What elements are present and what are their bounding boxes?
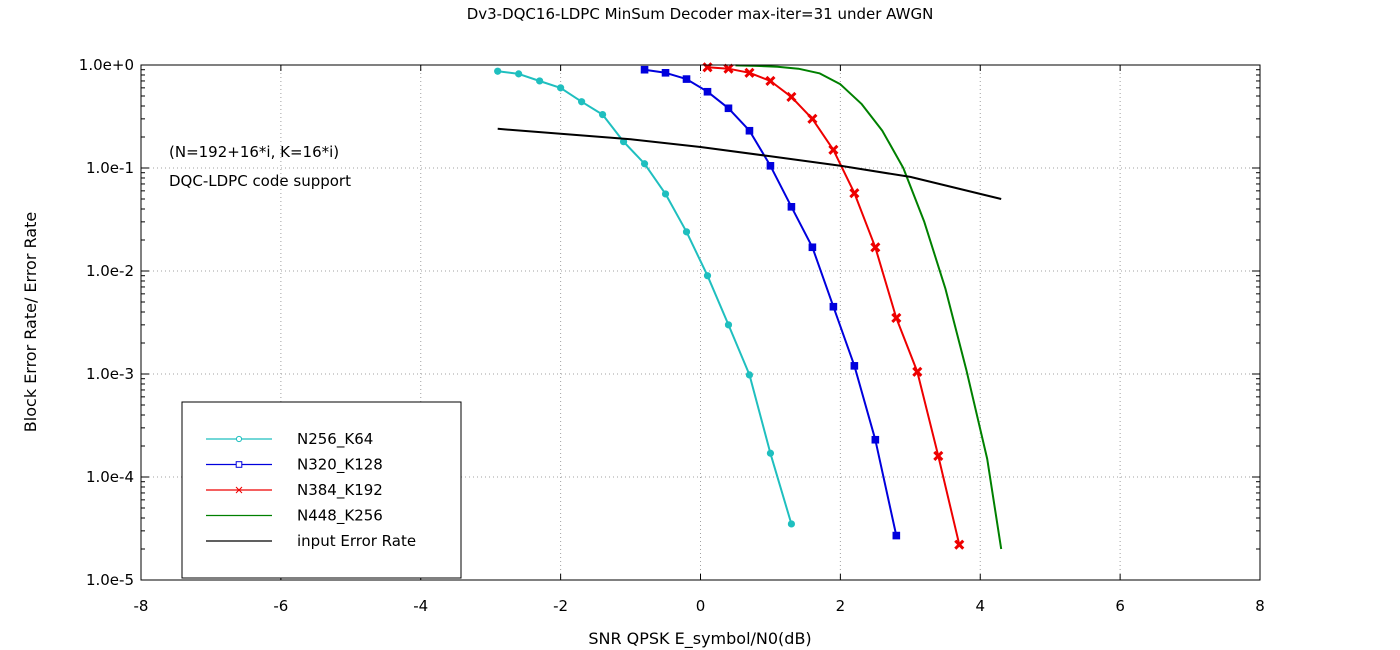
y-tick-label: 1.0e-5 bbox=[86, 571, 134, 589]
x-tick-label: 4 bbox=[975, 597, 985, 615]
point-n256-k64 bbox=[640, 160, 649, 168]
point-n384-k192 bbox=[912, 366, 923, 377]
x-tick-label: -4 bbox=[413, 597, 428, 615]
point-n256-k64 bbox=[787, 520, 796, 528]
legend-label-n320-k128: N320_K128 bbox=[297, 456, 383, 475]
point-n384-k192 bbox=[786, 91, 797, 102]
series-line-n320-k128 bbox=[644, 68, 898, 536]
point-n384-k192 bbox=[723, 63, 734, 74]
chart-title: Dv3-DQC16-LDPC MinSum Decoder max-iter=3… bbox=[467, 5, 934, 23]
x-tick-label: 8 bbox=[1255, 597, 1265, 615]
legend-label-n256-k64: N256_K64 bbox=[297, 430, 373, 449]
series-n384-k192 bbox=[702, 62, 965, 550]
y-tick-label: 1.0e-2 bbox=[86, 262, 134, 280]
point-n320-k128 bbox=[892, 531, 901, 540]
annotation-code-support: DQC-LDPC code support bbox=[169, 172, 351, 190]
point-n320-k128 bbox=[745, 126, 754, 135]
y-tick-label: 1.0e-3 bbox=[86, 365, 134, 383]
point-n320-k128 bbox=[871, 435, 880, 444]
point-n384-k192 bbox=[849, 188, 860, 199]
ticks: -8 -6 -4 -2 0 2 4 6 8 1.0e+0 1.0e-1 1.0e-2 1.0e-3 1.0… bbox=[79, 56, 1265, 615]
point-n256-k64 bbox=[661, 190, 670, 198]
point-n256-k64 bbox=[494, 67, 502, 75]
series-n448-k256 bbox=[735, 64, 1003, 550]
point-n384-k192 bbox=[870, 242, 881, 253]
y-tick-label: 1.0e+0 bbox=[79, 56, 134, 74]
series-line-n448-k256 bbox=[735, 64, 1003, 550]
legend-label-input-error-rate: input Error Rate bbox=[297, 532, 416, 550]
point-n384-k192 bbox=[933, 450, 944, 462]
series-line-n256-k64 bbox=[497, 70, 793, 525]
x-tick-label: 2 bbox=[836, 597, 846, 615]
x-tick-label: -2 bbox=[553, 597, 568, 615]
point-n384-k192 bbox=[765, 75, 776, 87]
series-input-error-rate bbox=[497, 127, 1002, 200]
point-n320-k128 bbox=[850, 362, 859, 370]
point-n384-k192 bbox=[807, 113, 818, 124]
point-n256-k64 bbox=[682, 228, 691, 236]
point-n256-k64 bbox=[515, 70, 523, 78]
x-tick-label: 6 bbox=[1115, 597, 1125, 615]
point-n320-k128 bbox=[766, 162, 775, 170]
x-tick-label: 0 bbox=[696, 597, 706, 615]
legend-marker-n320-k128 bbox=[235, 461, 243, 468]
legend-label-n384-k192: N384_K192 bbox=[297, 481, 383, 500]
point-n320-k128 bbox=[808, 243, 817, 252]
series-n256-k64 bbox=[494, 67, 796, 528]
x-tick-label: -8 bbox=[134, 597, 149, 615]
point-n320-k128 bbox=[724, 104, 733, 113]
point-n384-k192 bbox=[828, 144, 839, 155]
point-n256-k64 bbox=[745, 371, 754, 379]
point-n256-k64 bbox=[619, 138, 628, 146]
point-n256-k64 bbox=[598, 110, 607, 119]
point-n384-k192 bbox=[891, 312, 902, 324]
point-n384-k192 bbox=[954, 539, 965, 550]
point-n384-k192 bbox=[744, 67, 755, 78]
x-axis-title: SNR QPSK E_symbol/N0(dB) bbox=[588, 629, 811, 649]
point-n320-k128 bbox=[703, 87, 712, 96]
point-n256-k64 bbox=[557, 84, 565, 92]
series-layer bbox=[494, 62, 1003, 550]
point-n320-k128 bbox=[682, 75, 691, 83]
legend-entry-n320-k128: N320_K128 bbox=[206, 456, 383, 475]
y-axis-title: Block Error Rate/ Error Rate bbox=[21, 212, 40, 432]
legend: N256_K64 N320_K128 N384_K192 N448_K256input… bbox=[181, 401, 462, 579]
point-n256-k64 bbox=[536, 77, 544, 85]
grid bbox=[141, 65, 1260, 580]
series-n320-k128 bbox=[640, 65, 901, 540]
legend-entry-n384-k192: N384_K192 bbox=[206, 481, 383, 500]
legend-entry-n448-k256: N448_K256 bbox=[206, 507, 383, 526]
x-tick-label: -6 bbox=[273, 597, 288, 615]
point-n256-k64 bbox=[724, 321, 733, 329]
legend-marker-n256-k64 bbox=[235, 435, 243, 443]
y-tick-label: 1.0e-1 bbox=[86, 159, 134, 177]
legend-marker-n384-k192 bbox=[235, 486, 243, 494]
point-n256-k64 bbox=[766, 449, 775, 457]
legend-label-n448-k256: N448_K256 bbox=[297, 507, 383, 526]
point-n320-k128 bbox=[661, 68, 670, 77]
annotation-code-params: (N=192+16*i, K=16*i) bbox=[169, 143, 339, 161]
legend-entry-n256-k64: N256_K64 bbox=[206, 430, 373, 449]
point-n320-k128 bbox=[640, 65, 649, 74]
point-n320-k128 bbox=[829, 302, 838, 311]
legend-entry-input-error-rate: input Error Rate bbox=[206, 532, 416, 550]
point-n256-k64 bbox=[578, 98, 586, 106]
point-n320-k128 bbox=[787, 203, 796, 211]
point-n256-k64 bbox=[703, 272, 712, 280]
y-tick-label: 1.0e-4 bbox=[86, 468, 134, 486]
series-line-input-error-rate bbox=[497, 127, 1002, 200]
